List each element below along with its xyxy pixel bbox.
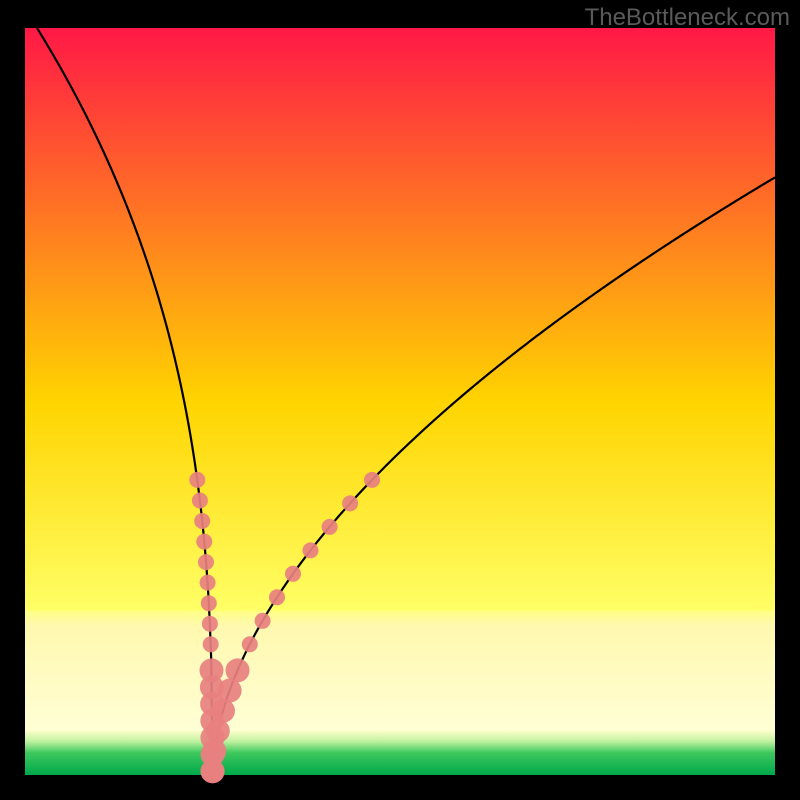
bead-marker — [269, 589, 285, 605]
bead-marker — [322, 519, 338, 535]
bead-marker — [364, 472, 380, 488]
bead-marker — [206, 719, 230, 743]
watermark-text: TheBottleneck.com — [585, 4, 790, 32]
bead-marker — [203, 636, 219, 652]
bead-marker — [192, 493, 208, 509]
bead-marker — [200, 575, 216, 591]
bead-marker — [194, 513, 210, 529]
bead-marker — [196, 534, 212, 550]
bead-marker — [189, 472, 205, 488]
bead-marker — [255, 613, 271, 629]
bead-marker — [211, 699, 235, 723]
bead-marker — [242, 636, 258, 652]
chart-pale-band — [25, 611, 775, 731]
bead-marker — [201, 595, 217, 611]
bead-marker — [303, 542, 319, 558]
bead-marker — [204, 761, 224, 781]
bead-marker — [202, 616, 218, 632]
bottleneck-chart — [0, 0, 800, 800]
bead-marker — [198, 554, 214, 570]
bead-marker — [285, 566, 301, 582]
bead-marker — [342, 495, 358, 511]
